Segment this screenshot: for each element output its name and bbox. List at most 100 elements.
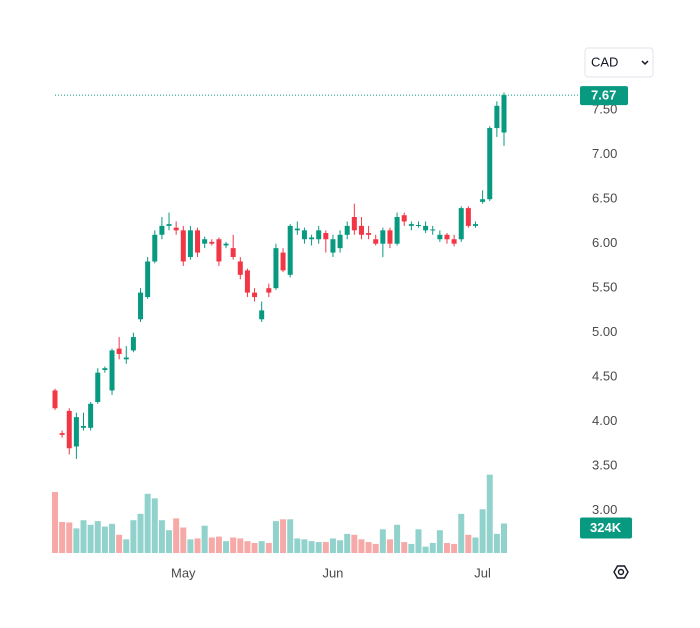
volume-bar xyxy=(109,523,116,553)
y-tick-label: 4.00 xyxy=(592,413,617,428)
candle-body xyxy=(116,348,122,354)
candle-body xyxy=(487,128,493,200)
candle-body xyxy=(480,199,486,202)
candle-body xyxy=(373,239,379,244)
volume-bar xyxy=(308,541,315,553)
last-price-box xyxy=(580,86,628,106)
candle-body xyxy=(173,227,179,231)
currency-label[interactable]: CAD xyxy=(591,54,618,69)
candle-body xyxy=(244,270,250,293)
volume-bar xyxy=(358,539,365,553)
candle-body xyxy=(380,230,386,244)
candle-body xyxy=(230,248,236,258)
volume-bar xyxy=(137,513,144,553)
candle-body xyxy=(444,234,450,240)
volume-bar xyxy=(94,521,101,553)
volume-bar xyxy=(465,534,472,553)
candle-body xyxy=(387,230,393,244)
candle-body xyxy=(130,337,136,351)
volume-bar xyxy=(458,513,465,553)
volume-bar xyxy=(230,537,237,553)
candle-body xyxy=(273,248,279,289)
volume-bar xyxy=(429,542,436,553)
y-tick-label: 6.50 xyxy=(592,191,617,206)
candle-body xyxy=(202,239,208,244)
settings-icon-center[interactable] xyxy=(617,568,625,576)
volume-bar xyxy=(394,524,401,553)
candle-body xyxy=(73,417,79,447)
volume-bar xyxy=(351,534,358,553)
volume-bar xyxy=(322,542,329,553)
volume-bar xyxy=(223,541,230,553)
volume-bar xyxy=(272,521,279,553)
candle-body xyxy=(423,225,429,231)
settings-icon[interactable] xyxy=(613,565,629,579)
volume-bar xyxy=(130,520,137,553)
candle-body xyxy=(159,225,165,235)
candle-body xyxy=(280,252,286,271)
candle-body xyxy=(358,225,364,235)
candle-body xyxy=(344,225,350,235)
y-tick-label: 5.50 xyxy=(592,280,617,295)
x-tick-label: Jul xyxy=(474,565,491,580)
candle-body xyxy=(223,243,229,246)
candle-body xyxy=(430,229,436,231)
candle-body xyxy=(259,310,265,320)
volume-bar xyxy=(87,524,94,553)
volume-bar xyxy=(101,526,108,553)
candle-body xyxy=(52,390,58,409)
candle-body xyxy=(437,234,443,240)
dropdown-arrow[interactable] xyxy=(641,60,649,66)
candle-body xyxy=(152,234,158,262)
candle-body xyxy=(123,357,129,360)
volume-bar xyxy=(287,519,294,553)
volume-bar xyxy=(116,534,123,553)
volume-bar xyxy=(244,541,251,553)
candle-body xyxy=(301,230,307,240)
candle-body xyxy=(95,372,101,403)
y-tick-label: 7.00 xyxy=(592,146,617,161)
y-tick-label: 4.50 xyxy=(592,369,617,384)
volume-bar xyxy=(329,538,336,553)
volume-bar xyxy=(301,539,308,553)
y-tick-label: 3.50 xyxy=(592,457,617,472)
volume-bar xyxy=(208,537,215,553)
candle-body xyxy=(330,239,336,253)
volume-bar xyxy=(180,527,187,553)
volume-bar xyxy=(451,543,458,553)
x-tick-label: Jun xyxy=(322,565,343,580)
volume-bar xyxy=(443,542,450,553)
currency-box[interactable] xyxy=(584,47,654,78)
candle-body xyxy=(415,225,421,227)
last-price-label: 7.67 xyxy=(591,88,616,103)
currency-selector[interactable]: CAD xyxy=(584,47,654,78)
volume-bar xyxy=(194,538,201,553)
volume-bar xyxy=(486,474,493,553)
volume-bar xyxy=(187,539,194,553)
candle-body xyxy=(472,224,478,226)
candle-body xyxy=(145,261,151,298)
candle-body xyxy=(323,233,329,240)
y-tick-label: 7.50 xyxy=(592,102,617,117)
candle-body xyxy=(195,230,201,253)
volume-bar xyxy=(479,509,486,553)
y-tick-label: 3.00 xyxy=(592,502,617,517)
candle-body xyxy=(166,224,172,226)
candle-body xyxy=(216,239,222,262)
candle-body xyxy=(465,208,471,226)
volume-bar xyxy=(151,498,158,553)
volume-bar xyxy=(365,542,372,553)
volume-bar xyxy=(315,542,322,553)
candle-body xyxy=(237,261,243,275)
candle-body xyxy=(351,217,357,231)
settings-button[interactable] xyxy=(613,565,629,579)
volume-bar xyxy=(52,491,58,553)
candle-body xyxy=(180,230,186,262)
candle-body xyxy=(401,215,407,222)
volume-bar xyxy=(215,536,222,553)
candle-body xyxy=(252,292,258,298)
volume-bar xyxy=(472,537,479,553)
candle-body xyxy=(408,224,414,226)
candle-body xyxy=(287,225,293,275)
volume-bar xyxy=(201,525,208,553)
